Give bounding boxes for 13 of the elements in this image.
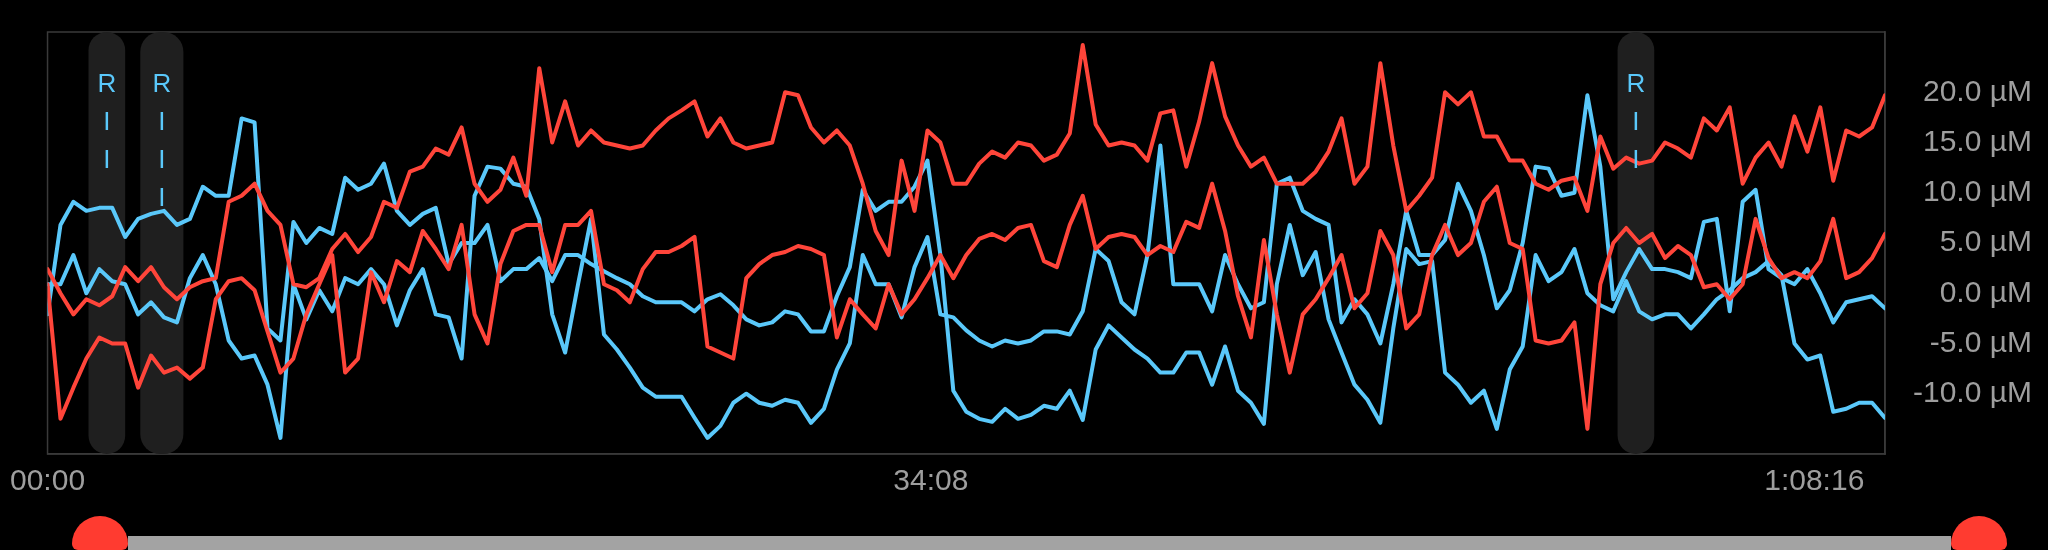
y-tick-label: 15.0 µM — [1923, 123, 2032, 157]
x-tick-label: 1:08:16 — [1764, 463, 1865, 497]
y-tick-label: 10.0 µM — [1923, 174, 2032, 208]
y-tick-label: 20.0 µM — [1923, 73, 2032, 107]
band-label: RII — [91, 68, 122, 182]
y-tick-label: 0.0 µM — [1939, 274, 2032, 308]
x-tick-label: 00:00 — [10, 463, 86, 497]
band-label: RII — [1620, 68, 1651, 182]
band-label: RIII — [146, 68, 177, 220]
y-tick-label: 5.0 µM — [1939, 224, 2032, 258]
y-tick-label: -5.0 µM — [1929, 324, 2032, 358]
x-tick-label: 34:08 — [893, 463, 969, 497]
y-tick-label: -10.0 µM — [1913, 374, 2032, 408]
